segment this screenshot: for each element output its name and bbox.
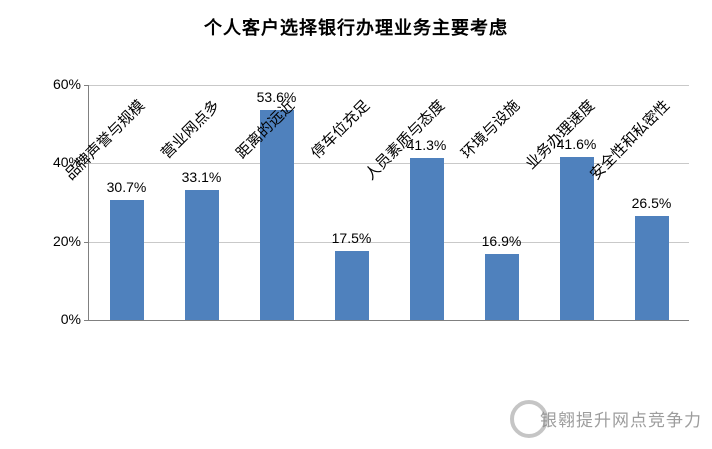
y-axis-label: 20% bbox=[52, 232, 81, 249]
bar-value-label: 53.6% bbox=[256, 89, 297, 106]
bar-value-label: 30.7% bbox=[106, 178, 147, 195]
watermark-logo-icon bbox=[510, 399, 548, 438]
bar-value-label: 17.5% bbox=[331, 230, 372, 247]
bar-4 bbox=[334, 251, 369, 320]
y-axis-tick bbox=[84, 241, 89, 243]
chart-title: 个人客户选择银行办理业务主要考虑 bbox=[204, 18, 508, 38]
plot-area: 0% 20% 40% 60% 30.7% 品牌声誉与规模 33.1% 营业网点多 53.6% 距离… bbox=[53, 76, 689, 327]
y-axis-label: 0% bbox=[60, 311, 81, 327]
gridline bbox=[89, 163, 689, 165]
x-axis-label: 环境与设施 bbox=[458, 97, 524, 163]
x-axis-label: 品牌声誉与规模 bbox=[62, 97, 149, 184]
bar-value-label: 41.3% bbox=[406, 137, 447, 154]
bar-7 bbox=[559, 157, 594, 320]
gridline bbox=[89, 85, 689, 86]
y-axis-tick bbox=[84, 320, 89, 321]
x-axis-label: 营业网点多 bbox=[158, 97, 224, 163]
bar-5 bbox=[409, 158, 444, 320]
bar-2 bbox=[184, 190, 219, 320]
watermark-text: 银翱提升网点竞争力 bbox=[540, 411, 702, 430]
y-axis-tick bbox=[84, 85, 89, 86]
y-axis-label: 40% bbox=[52, 154, 81, 171]
bar-value-label: 41.6% bbox=[556, 136, 597, 153]
x-axis-label: 停车位充足 bbox=[308, 97, 374, 163]
watermark: 银翱提升网点竞争力 bbox=[510, 399, 702, 438]
bar-8 bbox=[634, 216, 669, 320]
bar-value-label: 16.9% bbox=[481, 232, 522, 249]
y-axis-tick bbox=[84, 163, 89, 165]
bar-6 bbox=[484, 253, 519, 320]
y-axis-label: 60% bbox=[52, 76, 81, 92]
bar-1 bbox=[109, 199, 144, 320]
bar-value-label: 26.5% bbox=[631, 195, 672, 212]
bar-value-label: 33.1% bbox=[181, 169, 222, 186]
bar-3 bbox=[259, 110, 294, 320]
gridline bbox=[89, 241, 689, 243]
